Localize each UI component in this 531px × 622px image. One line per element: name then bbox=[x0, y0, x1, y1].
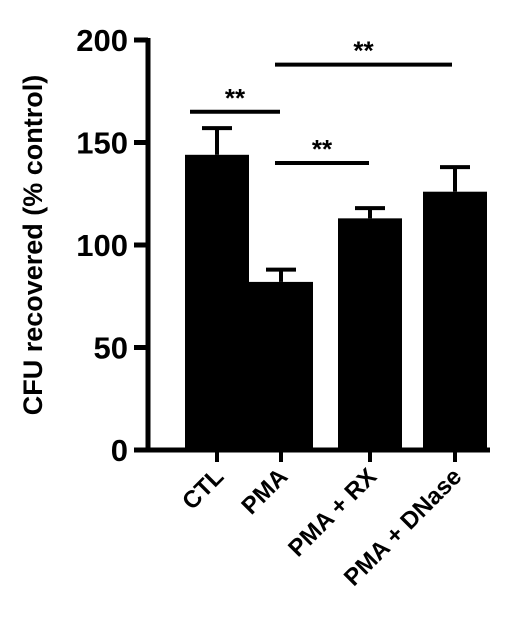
significance-label: ** bbox=[312, 134, 333, 164]
bar bbox=[423, 191, 487, 450]
y-axis-label: CFU recovered (% control) bbox=[18, 75, 48, 416]
x-tick-label: PMA bbox=[236, 463, 293, 520]
bar bbox=[185, 154, 249, 451]
bar bbox=[338, 218, 402, 450]
y-tick-label: 100 bbox=[76, 228, 128, 263]
significance-label: ** bbox=[225, 83, 246, 113]
bar bbox=[249, 281, 313, 450]
y-tick-label: 150 bbox=[76, 126, 128, 161]
y-tick-label: 0 bbox=[111, 433, 128, 468]
significance-label: ** bbox=[353, 36, 374, 66]
x-tick-label: CTL bbox=[177, 463, 229, 515]
y-tick-label: 50 bbox=[94, 331, 128, 366]
y-tick-label: 200 bbox=[76, 23, 128, 58]
